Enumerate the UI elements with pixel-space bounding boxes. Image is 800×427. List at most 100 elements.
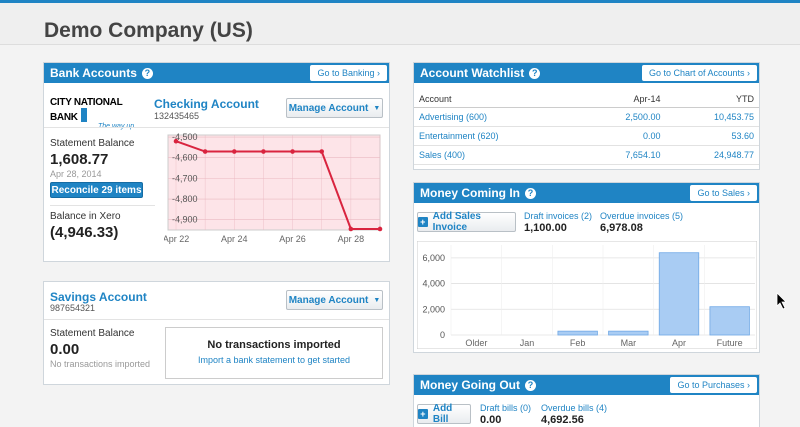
ytd-cell[interactable]: 10,453.75 [665, 107, 759, 127]
table-row[interactable]: Sales (400) 7,654.10 24,948.77 [414, 145, 759, 165]
column-header: Apr-14 [581, 91, 666, 108]
account-cell[interactable]: Sales (400) [414, 145, 582, 165]
table-header-row: Account Apr-14 YTD [414, 91, 759, 108]
add-sales-invoice-button[interactable]: + Add Sales Invoice [417, 211, 516, 233]
data-point [261, 149, 266, 154]
reconcile-button[interactable]: Reconcile 29 items [50, 182, 143, 198]
statement-date: Apr 28, 2014 [50, 169, 102, 179]
overdue-bills-value: 4,692.56 [541, 414, 584, 426]
mouse-cursor-icon [776, 292, 787, 310]
ytd-cell[interactable]: 24,948.77 [665, 145, 759, 165]
statement-balance-value: 1,608.77 [50, 151, 109, 168]
x-tick-label: Apr 26 [279, 234, 306, 244]
go-to-banking-link[interactable]: Go to Banking › [310, 65, 387, 81]
page-header: Demo Company (US) [0, 3, 800, 45]
statement-balance-label: Statement Balance [50, 138, 135, 149]
manage-account-button[interactable]: Manage Account ▼ [286, 98, 383, 118]
data-point [348, 226, 354, 232]
bank-accounts-header: Bank Accounts? Go to Banking › [44, 63, 389, 83]
draft-invoices-link[interactable]: Draft invoices (2) [524, 211, 593, 221]
table-row[interactable]: Entertainment (620) 0.00 53.60 [414, 126, 759, 146]
y-tick-label: -4,600 [172, 153, 198, 163]
money-coming-in-panel: Money Coming In? Go to Sales › + Add Sale… [413, 182, 760, 353]
help-icon[interactable]: ? [529, 67, 541, 79]
x-tick-label: Apr 28 [338, 234, 365, 244]
import-statement-link[interactable]: Import a bank statement to get started [197, 355, 351, 365]
account-watchlist-panel: Account Watchlist? Go to Chart of Accoun… [413, 62, 760, 170]
plus-icon: + [418, 409, 428, 419]
x-tick-label: Mar [621, 338, 637, 348]
help-icon[interactable]: ? [525, 187, 536, 199]
overdue-invoices-value: 6,978.08 [600, 222, 643, 234]
checking-account-number: 132435465 [154, 111, 200, 121]
month-cell[interactable]: 0.00 [581, 126, 666, 146]
x-tick-label: Feb [570, 338, 586, 348]
chevron-down-icon: ▼ [373, 104, 381, 112]
xero-balance-label: Balance in Xero [50, 211, 121, 222]
chevron-down-icon: ▼ [373, 296, 381, 304]
y-tick-label: 0 [440, 330, 445, 340]
data-point [319, 149, 325, 154]
table-row[interactable]: Advertising (600) 2,500.00 10,453.75 [414, 107, 759, 127]
savings-statement-balance-label: Statement Balance [50, 328, 135, 339]
data-point [173, 138, 179, 144]
data-point [202, 149, 208, 154]
no-transactions-title: No transactions imported [207, 339, 341, 351]
checking-balance-line-chart: -4,500 -4,600 -4,700 -4,800 -4,900 Apr 22 Apr … [164, 133, 383, 244]
data-point [377, 226, 383, 232]
bar-mar[interactable] [608, 330, 649, 336]
savings-account-number: 987654321 [50, 303, 96, 313]
watchlist-table: Account Apr-14 YTD Advertising (600) 2,5… [414, 91, 759, 165]
column-header: Account [414, 91, 582, 108]
watchlist-title: Account Watchlist [420, 66, 525, 80]
help-icon[interactable]: ? [525, 379, 536, 391]
y-tick-label: 4,000 [422, 279, 445, 289]
savings-account-panel: Savings Account 987654321 Manage Account… [43, 281, 390, 385]
x-tick-label: Jan [520, 338, 535, 348]
bar-future[interactable] [709, 306, 750, 336]
watchlist-header: Account Watchlist? Go to Chart of Accoun… [414, 63, 759, 83]
x-tick-label: Apr 22 [164, 234, 189, 244]
data-point [231, 149, 237, 154]
money-in-bar-chart: 6,000 4,000 2,000 0 Older Jan Feb Mar Apr Future [417, 241, 757, 349]
x-tick-label: Apr 24 [221, 234, 248, 244]
balance-series-line [175, 140, 380, 230]
plus-icon: + [418, 217, 428, 227]
go-to-purchases-link[interactable]: Go to Purchases › [670, 377, 757, 393]
help-icon[interactable]: ? [141, 67, 153, 79]
account-cell[interactable]: Advertising (600) [414, 107, 582, 127]
bar-feb[interactable] [557, 330, 598, 336]
overdue-invoices-link[interactable]: Overdue invoices (5) [600, 211, 684, 221]
go-to-chart-of-accounts-link[interactable]: Go to Chart of Accounts › [641, 65, 757, 81]
y-tick-label: -4,500 [172, 133, 198, 142]
savings-no-transactions-small: No transactions imported [50, 359, 151, 369]
xero-balance-value: (4,946.33) [50, 224, 119, 241]
column-header: YTD [665, 91, 759, 108]
savings-account-title[interactable]: Savings Account [50, 290, 147, 304]
bank-accounts-panel: Bank Accounts? Go to Banking › CITY NATI… [43, 62, 390, 262]
draft-invoices-value: 1,100.00 [524, 222, 567, 234]
bar-apr[interactable] [658, 252, 700, 336]
y-tick-label: 6,000 [422, 253, 445, 263]
draft-bills-value: 0.00 [480, 414, 502, 426]
draft-bills-link[interactable]: Draft bills (0) [480, 403, 532, 413]
add-bill-button[interactable]: + Add Bill [417, 403, 471, 425]
x-tick-label: Older [465, 338, 487, 348]
savings-manage-account-button[interactable]: Manage Account ▼ [286, 290, 383, 310]
y-tick-label: -4,800 [172, 194, 198, 204]
savings-statement-balance-value: 0.00 [50, 341, 80, 358]
account-cell[interactable]: Entertainment (620) [414, 126, 582, 146]
money-going-out-panel: Money Going Out? Go to Purchases › + Add … [413, 374, 760, 427]
money-in-header: Money Coming In? Go to Sales › [414, 183, 759, 203]
overdue-bills-link[interactable]: Overdue bills (4) [541, 403, 608, 413]
top-accent-line [0, 0, 800, 3]
page-title: Demo Company (US) [44, 19, 253, 42]
month-cell[interactable]: 2,500.00 [581, 107, 666, 127]
checking-account-title[interactable]: Checking Account [154, 97, 259, 111]
y-tick-label: -4,700 [172, 173, 198, 183]
bank-accounts-title: Bank Accounts [50, 66, 137, 80]
month-cell[interactable]: 7,654.10 [581, 145, 666, 165]
go-to-sales-link[interactable]: Go to Sales › [690, 185, 757, 201]
ytd-cell[interactable]: 53.60 [665, 126, 759, 146]
x-tick-label: Apr [672, 338, 686, 348]
